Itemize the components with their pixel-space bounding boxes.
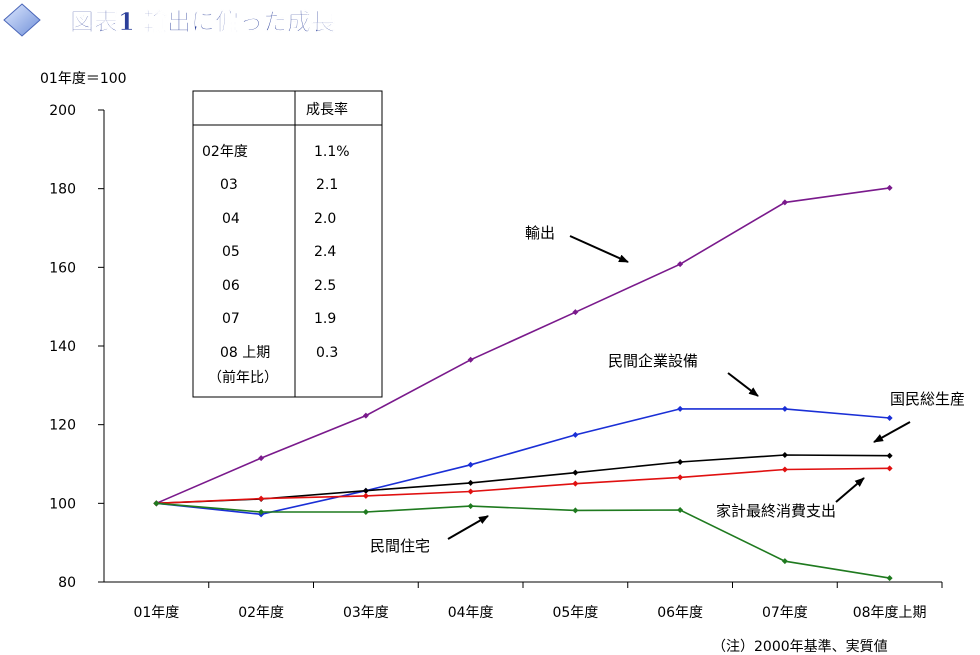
series-annotations: 輸出 民間企業設備 国民総生産 家計最終消費支出 民間住宅 [370, 224, 965, 555]
y-tick-label: 200 [49, 103, 76, 119]
data-point [886, 414, 893, 421]
data-point [362, 412, 369, 419]
x-tick-label: 02年度 [238, 605, 284, 621]
data-point [572, 431, 579, 438]
table-row-value: 2.0 [314, 211, 336, 227]
data-point [362, 508, 369, 515]
data-point [467, 488, 474, 495]
x-tick-label: 05年度 [552, 605, 598, 621]
series-layer [153, 184, 893, 582]
series-household-consumption [153, 465, 893, 507]
title-bar: 図表1 輸出に偏った成長 [3, 3, 336, 37]
data-point [886, 575, 893, 582]
series-private-capex [153, 405, 893, 518]
data-point [677, 405, 684, 412]
data-point [677, 507, 684, 514]
data-point [572, 309, 579, 316]
table-row-label: 03 [220, 177, 238, 193]
table-row-label: 02年度 [202, 144, 248, 160]
data-point [467, 479, 474, 486]
table-row-label: 08 上期 [220, 345, 270, 361]
x-tick-label: 01年度 [133, 605, 179, 621]
y-tick-label: 180 [49, 182, 76, 198]
data-point [572, 507, 579, 514]
data-point [677, 474, 684, 481]
data-point [362, 487, 369, 494]
data-point [677, 459, 684, 466]
y-tick-label: 100 [49, 496, 76, 512]
data-point [467, 503, 474, 510]
label-private-housing: 民間住宅 [370, 537, 430, 555]
data-point [258, 508, 265, 515]
growth-rate-table: 成長率 02年度 1.1% 03 2.1 04 2.0 05 2.4 06 2.… [192, 90, 383, 398]
label-gnp: 国民総生産 [890, 390, 965, 408]
y-tick-label: 160 [49, 260, 76, 276]
data-point [258, 455, 265, 462]
series-line [156, 454, 890, 505]
data-point [677, 261, 684, 268]
chart-title: 図表1 輸出に偏った成長 [70, 7, 336, 36]
y-tick-label: 140 [49, 339, 76, 355]
arrow-household-consumption [835, 477, 865, 503]
label-private-capex: 民間企業設備 [608, 352, 698, 370]
table-row-value: 2.5 [314, 278, 336, 294]
y-ticks: 80 100 120 140 160 180 200 [49, 103, 104, 591]
table-row-value: 2.4 [314, 244, 336, 260]
y-unit-label: 01年度＝100 [40, 71, 127, 87]
data-point [886, 184, 893, 191]
x-ticks: 01年度 02年度 03年度 04年度 05年度 06年度 07年度 08年度上期 [133, 582, 943, 621]
arrow-private-capex [727, 372, 759, 397]
x-tick-label: 08年度上期 [853, 605, 927, 621]
table-border [192, 90, 383, 398]
series-line [156, 502, 890, 579]
data-point [572, 480, 579, 487]
data-point [258, 495, 265, 502]
table-row-label: 07 [222, 311, 240, 327]
table-row-value: 1.1% [314, 144, 350, 160]
data-point [781, 405, 788, 412]
y-tick-label: 120 [49, 418, 76, 434]
footnote: （注）2000年基準、実質値 [712, 638, 888, 655]
data-point [467, 356, 474, 363]
x-tick-label: 04年度 [448, 605, 494, 621]
series-line [156, 467, 890, 505]
diamond-icon [3, 3, 41, 37]
label-household-consumption: 家計最終消費支出 [716, 502, 836, 520]
x-tick-label: 07年度 [762, 605, 808, 621]
arrow-private-housing [447, 515, 489, 540]
series-exports [153, 184, 893, 507]
data-point [781, 558, 788, 565]
table-row-value: 1.9 [314, 311, 336, 327]
y-tick-label: 80 [58, 575, 76, 591]
series-line [156, 408, 890, 516]
data-point [886, 465, 893, 472]
x-tick-label: 03年度 [343, 605, 389, 621]
data-point [781, 199, 788, 206]
data-point [886, 452, 893, 459]
table-row-label: （前年比） [208, 369, 278, 386]
data-point [362, 492, 369, 499]
arrow-gnp [873, 421, 911, 443]
data-point [467, 461, 474, 468]
table-row-label: 05 [222, 244, 240, 260]
data-point [781, 451, 788, 458]
table-row-value: 0.3 [316, 345, 338, 361]
label-exports: 輸出 [525, 224, 555, 242]
series-line [156, 187, 890, 505]
arrow-exports [569, 235, 629, 263]
table-row-label: 04 [222, 211, 240, 227]
data-point [781, 466, 788, 473]
table-row-label: 06 [222, 278, 240, 294]
table-header-growth-rate: 成長率 [306, 101, 348, 118]
data-point [572, 469, 579, 476]
table-row-value: 2.1 [316, 177, 338, 193]
x-tick-label: 06年度 [657, 605, 703, 621]
series-private-housing [153, 500, 893, 582]
data-point [153, 500, 160, 507]
